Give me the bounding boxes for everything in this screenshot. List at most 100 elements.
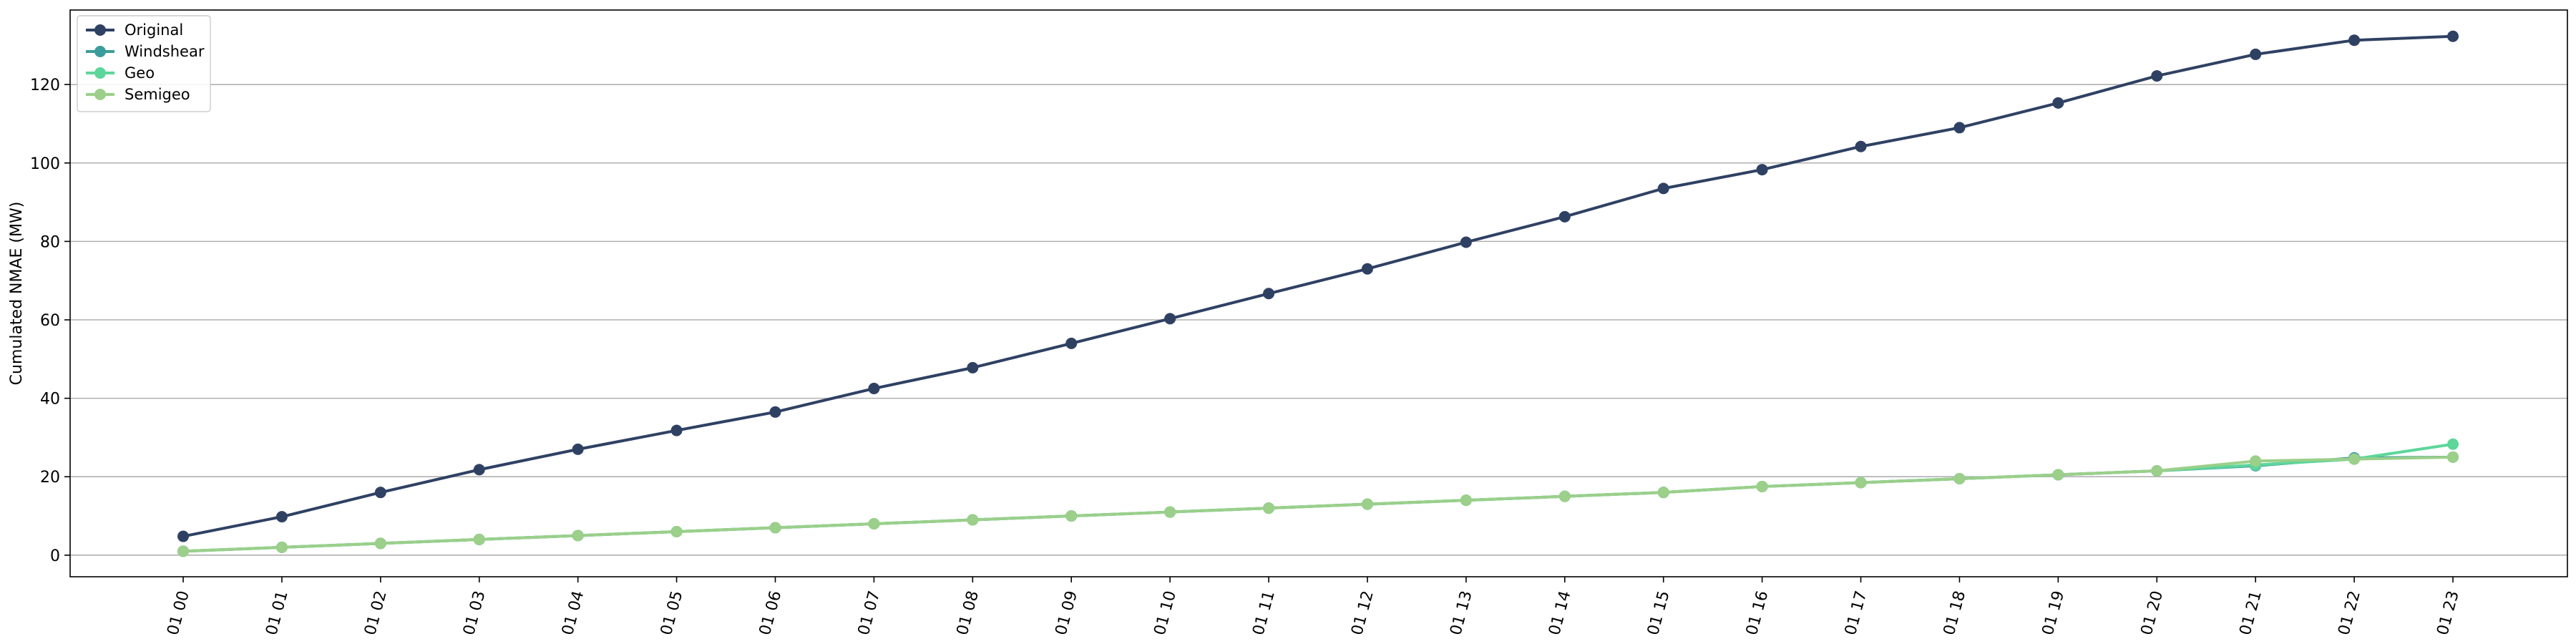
- data-point: [1855, 140, 1867, 152]
- data-point: [1164, 313, 1176, 325]
- x-tick-label: 01 17: [1842, 589, 1870, 637]
- data-point: [670, 525, 683, 537]
- x-tick-label: 01 14: [1546, 589, 1574, 637]
- legend-swatch-marker: [94, 89, 106, 100]
- x-tick-label: 01 04: [559, 589, 587, 637]
- x-tick-label: 01 06: [756, 589, 785, 637]
- legend-item: Semigeo: [86, 86, 190, 103]
- x-tick-label: 01 02: [361, 589, 390, 637]
- x-tick-label: 01 20: [2138, 589, 2167, 637]
- data-point: [1558, 210, 1571, 223]
- data-point: [868, 518, 880, 530]
- data-point: [1361, 498, 1373, 510]
- legend: Original Windshear Geo Semigeo: [77, 15, 211, 112]
- data-point: [2348, 34, 2361, 47]
- x-tick-label: 01 01: [263, 589, 291, 637]
- x-tick-label: 01 08: [954, 589, 982, 637]
- data-point: [473, 464, 485, 476]
- legend-swatch-marker: [94, 67, 106, 79]
- series-original: [177, 30, 2459, 542]
- data-point: [2052, 97, 2064, 109]
- plot-frame: [69, 9, 2568, 577]
- x-tick-label: 01 19: [2039, 589, 2068, 637]
- y-axis-label: Cumulated NMAE (MW): [8, 202, 26, 386]
- y-tick-label: 100: [30, 155, 60, 173]
- x-axis: 01 00 01 01 01 02 01 03 01 04 01 05 01 06 01 07…: [164, 577, 2463, 637]
- x-tick-label: 01 03: [460, 589, 489, 637]
- data-point: [1855, 477, 1867, 489]
- data-point: [1065, 510, 1078, 522]
- x-tick-label: 01 22: [2335, 589, 2363, 637]
- data-point: [1657, 182, 1669, 195]
- data-point: [1065, 337, 1078, 349]
- series-semigeo: [177, 451, 2459, 557]
- data-point: [868, 382, 880, 394]
- data-point: [670, 424, 683, 436]
- data-point: [1460, 494, 1472, 507]
- data-point: [275, 541, 288, 553]
- x-tick-label: 01 10: [1151, 589, 1179, 637]
- legend-swatch-marker: [94, 46, 106, 57]
- x-tick-label: 01 16: [1743, 589, 1772, 637]
- legend-item: Original: [86, 21, 183, 39]
- y-tick-label: 20: [40, 469, 60, 487]
- x-tick-label: 01 21: [2237, 589, 2265, 637]
- x-tick-label: 01 11: [1249, 589, 1278, 637]
- x-tick-label: 01 23: [2434, 589, 2462, 637]
- data-point: [572, 530, 584, 542]
- data-point: [2348, 453, 2361, 465]
- data-point: [1460, 236, 1472, 248]
- data-point: [275, 511, 288, 523]
- x-tick-label: 01 05: [658, 589, 686, 637]
- data-point: [1361, 263, 1373, 275]
- x-tick-label: 01 12: [1348, 589, 1377, 637]
- y-tick-label: 120: [30, 77, 60, 94]
- data-point: [2447, 438, 2459, 450]
- series-line: [182, 34, 2454, 538]
- legend-label: Semigeo: [125, 86, 190, 103]
- data-point: [1164, 506, 1176, 518]
- data-point: [1756, 164, 1768, 176]
- data-point: [572, 443, 584, 455]
- x-tick-label: 01 00: [164, 589, 192, 637]
- data-point: [374, 487, 386, 499]
- data-point: [2447, 451, 2459, 463]
- data-point: [1263, 502, 1275, 514]
- x-tick-label: 01 13: [1447, 589, 1475, 637]
- y-axis: 0 20 40 60 80 100 120: [30, 77, 70, 565]
- data-point: [177, 545, 189, 557]
- x-tick-label: 01 15: [1644, 589, 1673, 637]
- y-tick-label: 60: [40, 312, 60, 330]
- data-point: [473, 533, 485, 545]
- data-point: [2151, 70, 2163, 82]
- data-point: [2250, 48, 2262, 60]
- legend-item: Geo: [86, 64, 155, 82]
- data-point: [1953, 472, 1966, 484]
- data-point: [1558, 490, 1571, 502]
- x-tick-label: 01 07: [855, 589, 884, 637]
- data-point: [2052, 469, 2064, 481]
- series-line: [182, 455, 2454, 553]
- data-point: [769, 406, 781, 418]
- legend-swatch-marker: [94, 24, 106, 36]
- legend-box: [77, 15, 211, 112]
- series-windshear: [177, 451, 2459, 557]
- x-tick-label: 01 18: [1941, 589, 1969, 637]
- data-point: [2250, 455, 2262, 467]
- data-point: [967, 514, 979, 526]
- data-point: [1953, 122, 1966, 134]
- data-point: [2151, 465, 2163, 477]
- x-tick-label: 01 09: [1053, 589, 1081, 637]
- y-tick-label: 80: [40, 233, 60, 251]
- y-tick-label: 0: [50, 547, 60, 565]
- legend-label: Original: [125, 21, 183, 39]
- data-point: [374, 537, 386, 550]
- legend-label: Geo: [125, 64, 155, 82]
- data-point: [1263, 288, 1275, 300]
- data-point: [1756, 480, 1768, 492]
- grid-lines: [70, 84, 2567, 556]
- series-lines: [177, 30, 2459, 557]
- data-point: [1657, 487, 1669, 499]
- legend-label: Windshear: [125, 43, 205, 60]
- y-tick-label: 40: [40, 391, 60, 409]
